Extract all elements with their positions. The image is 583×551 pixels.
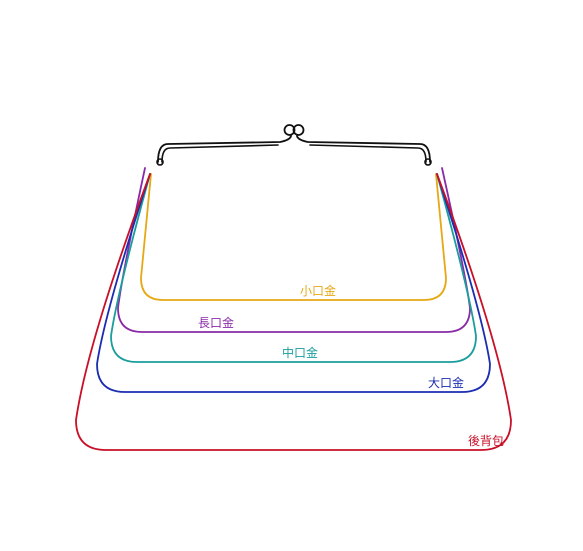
frame-inner	[162, 145, 426, 162]
outline-small	[141, 174, 446, 300]
diagram-svg	[0, 0, 583, 551]
label-medium: 中口金	[282, 344, 318, 361]
label-long: 長口金	[198, 314, 234, 331]
outline-backpack	[76, 174, 511, 450]
outline-long	[118, 168, 470, 332]
outline-medium	[111, 174, 476, 362]
frame-top	[158, 136, 430, 162]
bag-size-diagram: 小口金長口金中口金大口金後背包	[0, 0, 583, 551]
label-large: 大口金	[428, 374, 464, 391]
label-backpack: 後背包	[468, 432, 504, 449]
label-small: 小口金	[300, 282, 336, 299]
